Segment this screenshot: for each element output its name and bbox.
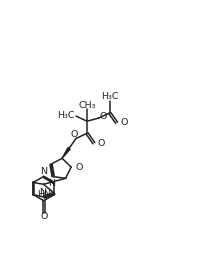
Text: O: O	[98, 139, 105, 148]
Text: H₃C: H₃C	[57, 111, 75, 120]
Text: H₃C: H₃C	[101, 92, 119, 101]
Text: O: O	[99, 112, 106, 121]
Polygon shape	[62, 148, 70, 158]
Text: O: O	[75, 163, 82, 172]
Text: O: O	[71, 130, 78, 139]
Text: N: N	[48, 179, 55, 188]
Text: O: O	[121, 118, 128, 127]
Text: O: O	[40, 212, 48, 221]
Text: N: N	[40, 167, 47, 176]
Text: N: N	[40, 188, 47, 197]
Text: HN: HN	[38, 190, 52, 199]
Text: CH₃: CH₃	[79, 101, 96, 109]
